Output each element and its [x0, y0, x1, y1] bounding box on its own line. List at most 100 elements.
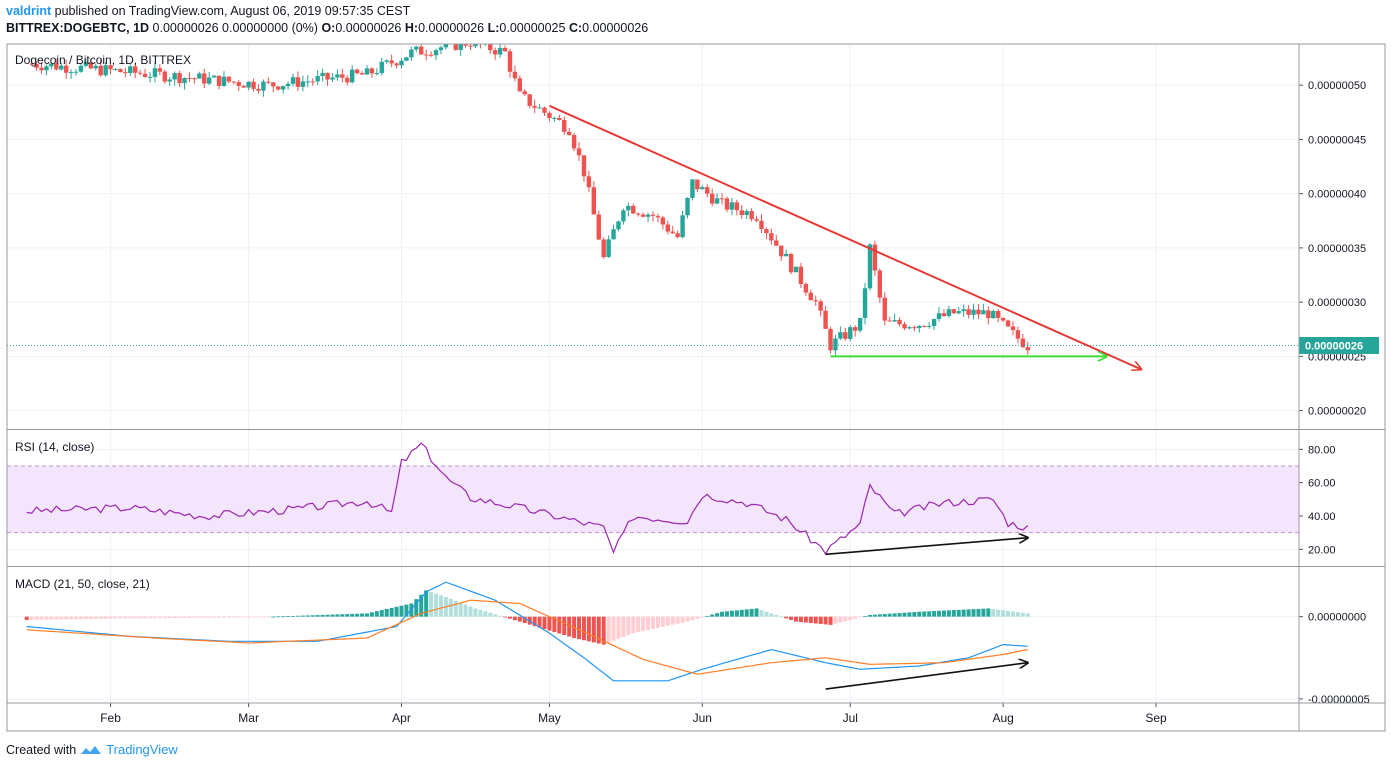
candle-up	[443, 44, 449, 48]
candle-up	[335, 74, 340, 78]
macd-axis[interactable]: 0.00000000 -0.00000005	[1299, 612, 1370, 706]
macd-bar	[680, 616, 685, 623]
rsi-axis[interactable]: 80.00 60.00 40.00 20.00	[1299, 444, 1336, 556]
macd-bar	[833, 616, 838, 624]
macd-bar	[971, 609, 976, 617]
macd-bar	[202, 616, 207, 618]
candle-down	[566, 131, 572, 136]
symbol-label: BITTREX:DOGEBTC, 1D	[6, 21, 150, 35]
candle-down	[226, 76, 232, 82]
candle-down	[719, 198, 725, 200]
candle-up	[552, 117, 557, 119]
macd-bar	[281, 616, 286, 618]
candle-up	[744, 211, 749, 215]
macd-bar	[744, 609, 749, 617]
macd-bar	[434, 593, 439, 617]
macd-bar	[93, 616, 98, 619]
macd-bar	[611, 616, 616, 641]
macd-bar	[271, 616, 276, 618]
time-tick-label: Sep	[1145, 711, 1167, 725]
candle-up	[128, 66, 133, 74]
macd-bar	[98, 616, 103, 619]
candle-down	[897, 320, 902, 325]
candle-up	[867, 244, 873, 289]
macd-bar	[626, 616, 631, 636]
author-link[interactable]: valdrint	[6, 4, 52, 18]
macd-pane[interactable]: MACD (21, 50, close, 21) 0.00000000 -0.00…	[7, 567, 1370, 706]
macd-bar	[64, 616, 69, 620]
candle-down	[369, 68, 375, 74]
macd-bar	[236, 616, 241, 618]
price-tick-label: 0.00000025	[1308, 351, 1366, 363]
footer: Created with TradingView	[6, 742, 178, 757]
candle-up	[438, 47, 444, 51]
candle-down	[779, 245, 784, 257]
candle-up	[433, 50, 439, 56]
macd-bar	[808, 616, 813, 624]
publish-info: valdrint published on TradingView.com, A…	[6, 4, 410, 18]
candle-up	[59, 65, 64, 70]
last-price-label: 0.00000026	[1305, 340, 1363, 352]
rsi-pane[interactable]: RSI (14, close) 80.00 60.00 40.00 20.00	[7, 431, 1336, 566]
candle-down	[419, 46, 424, 55]
macd-bar	[1020, 612, 1025, 617]
candle-up	[349, 69, 355, 83]
candle-up	[172, 73, 177, 80]
pane-borders	[6, 43, 1386, 732]
ohlc-c-value: 0.00000026	[582, 21, 649, 35]
macd-bar	[941, 610, 946, 617]
macd-bar	[478, 609, 483, 617]
candle-up	[93, 65, 98, 69]
candle-down	[709, 193, 715, 204]
candle-down	[276, 86, 281, 90]
macd-bar	[182, 616, 187, 618]
macd-bar	[507, 616, 512, 619]
candle-down	[769, 233, 774, 241]
macd-divergence-arrow[interactable]	[825, 663, 1028, 690]
candle-series	[29, 44, 1030, 356]
candle-down	[601, 239, 606, 258]
macd-bar	[552, 616, 557, 633]
candle-down	[1005, 320, 1011, 327]
time-tick-label: Feb	[100, 711, 121, 725]
price-axis[interactable]: 0.00000050 0.00000045 0.00000040 0.00000035…	[1299, 80, 1366, 418]
tradingview-brand[interactable]: TradingView	[106, 742, 178, 757]
time-axis[interactable]: Feb Mar Apr May Jun Jul Aug Sep	[100, 703, 1167, 725]
candle-down	[843, 332, 848, 339]
macd-bar	[912, 612, 917, 617]
candle-down	[345, 77, 350, 83]
macd-bar	[69, 616, 74, 620]
candle-down	[724, 198, 730, 210]
macd-bar	[522, 616, 527, 624]
candle-down	[310, 81, 315, 83]
candle-down	[256, 88, 261, 91]
macd-bar	[78, 616, 83, 620]
macd-bar	[794, 616, 799, 622]
candle-down	[675, 233, 680, 238]
candle-down	[596, 214, 601, 240]
candle-up	[384, 60, 389, 62]
resistance-trendline[interactable]	[549, 104, 1141, 370]
candle-down	[54, 63, 59, 70]
candle-up	[857, 317, 863, 331]
macd-bar	[34, 616, 39, 620]
ohlc-o-value: 0.00000026	[335, 21, 402, 35]
candle-down	[394, 63, 399, 66]
macd-bar	[907, 612, 912, 617]
macd-bar	[315, 615, 320, 617]
candle-up	[290, 77, 296, 84]
ohlc-c-label: C:	[568, 21, 583, 35]
candle-down	[739, 210, 744, 215]
rsi-divergence-arrow[interactable]	[825, 538, 1028, 556]
macd-bar	[103, 616, 108, 619]
macd-bar	[882, 614, 887, 617]
macd-bar	[848, 616, 853, 620]
macd-bar	[917, 611, 922, 617]
candle-down	[488, 44, 493, 51]
price-pane[interactable]: Dogecoin / Bitcoin, 1D, BITTREX 0.000000…	[7, 34, 1379, 429]
candle-up	[621, 210, 626, 222]
macd-bar	[360, 613, 365, 617]
candle-up	[892, 320, 897, 322]
signal-line	[26, 599, 1028, 675]
